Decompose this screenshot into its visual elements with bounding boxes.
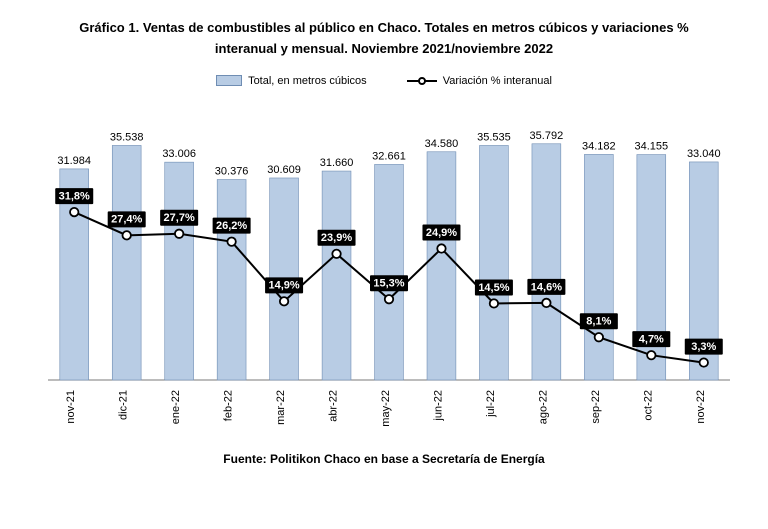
bar-value-label: 35.792	[530, 129, 564, 141]
line-marker-icon	[280, 297, 288, 305]
x-axis-label: ago-22	[537, 390, 549, 424]
pct-label: 3,3%	[691, 341, 716, 353]
bar-value-label: 33.040	[687, 148, 721, 160]
line-marker-icon	[385, 295, 393, 303]
chart-svg: 31.984 35.538 33.006 30.376 30.609 31.660 32.6…	[28, 98, 740, 438]
bar-value-label: 30.376	[215, 165, 249, 177]
x-axis-label: ene-22	[170, 390, 182, 424]
x-axis-label: jun-22	[432, 390, 444, 422]
x-axis-label: sep-22	[590, 390, 602, 424]
bar-value-label: 33.006	[162, 148, 196, 160]
x-axis-label: jul-22	[485, 390, 497, 418]
pct-label: 24,9%	[426, 227, 457, 239]
pct-label: 26,2%	[216, 220, 247, 232]
bar-value-label: 31.984	[57, 154, 91, 166]
legend-line-label: Variación % interanual	[443, 75, 552, 87]
line-marker-icon	[490, 299, 498, 307]
title-line-1: Gráfico 1. Ventas de combustibles al púb…	[79, 20, 689, 35]
line-marker-icon	[70, 207, 78, 215]
bar	[165, 162, 194, 380]
line-marker-icon	[175, 229, 183, 237]
bar	[322, 171, 351, 380]
x-axis-label: abr-22	[328, 390, 340, 422]
bar-value-label: 31.660	[320, 157, 354, 169]
pct-label: 27,4%	[111, 213, 142, 225]
pct-label: 8,1%	[586, 315, 611, 327]
bar-value-label: 34.580	[425, 137, 459, 149]
line-marker-icon	[595, 333, 603, 341]
line-swatch-icon	[407, 74, 437, 88]
bar-value-label: 34.155	[634, 140, 668, 152]
line-marker-icon	[227, 237, 235, 245]
pct-label: 14,5%	[478, 281, 509, 293]
bar-value-label: 30.609	[267, 164, 301, 176]
x-axis-label: mar-22	[275, 390, 287, 425]
line-marker-icon	[700, 358, 708, 366]
chart-area: 31.984 35.538 33.006 30.376 30.609 31.660 32.6…	[28, 98, 740, 438]
bar	[112, 145, 141, 380]
legend-bar-label: Total, en metros cúbicos	[248, 75, 367, 87]
x-axis-label: dic-21	[118, 390, 130, 420]
pct-label: 31,8%	[59, 190, 90, 202]
line-marker-icon	[437, 244, 445, 252]
pct-label: 27,7%	[164, 212, 195, 224]
bar	[427, 151, 456, 379]
bar	[375, 164, 404, 380]
pct-label: 4,7%	[639, 333, 664, 345]
x-axis-label: nov-22	[695, 390, 707, 424]
title-line-2: interanual y mensual. Noviembre 2021/nov…	[215, 41, 553, 56]
line-marker-icon	[332, 249, 340, 257]
x-axis-label: may-22	[380, 390, 392, 427]
bar-value-label: 34.182	[582, 140, 616, 152]
bar-swatch-icon	[216, 75, 242, 86]
bar	[217, 179, 246, 379]
bar-value-label: 35.535	[477, 131, 511, 143]
legend-item-line: Variación % interanual	[407, 74, 552, 88]
bar	[532, 143, 561, 379]
x-axis-label: feb-22	[223, 390, 235, 421]
line-marker-icon	[542, 298, 550, 306]
chart-footer: Fuente: Politikon Chaco en base a Secret…	[28, 452, 740, 466]
bar	[584, 154, 613, 380]
bar	[479, 145, 508, 380]
legend: Total, en metros cúbicos Variación % int…	[28, 74, 740, 88]
pct-label: 15,3%	[373, 277, 404, 289]
bar-value-label: 35.538	[110, 131, 144, 143]
line-marker-icon	[647, 351, 655, 359]
pct-label: 14,9%	[268, 279, 299, 291]
x-axis-label: nov-21	[65, 390, 77, 424]
bar-value-label: 32.661	[372, 150, 406, 162]
line-marker-icon	[122, 231, 130, 239]
chart-title: Gráfico 1. Ventas de combustibles al púb…	[28, 18, 740, 60]
legend-item-bars: Total, en metros cúbicos	[216, 75, 367, 87]
pct-label: 23,9%	[321, 232, 352, 244]
pct-label: 14,6%	[531, 281, 562, 293]
x-axis-label: oct-22	[642, 390, 654, 421]
